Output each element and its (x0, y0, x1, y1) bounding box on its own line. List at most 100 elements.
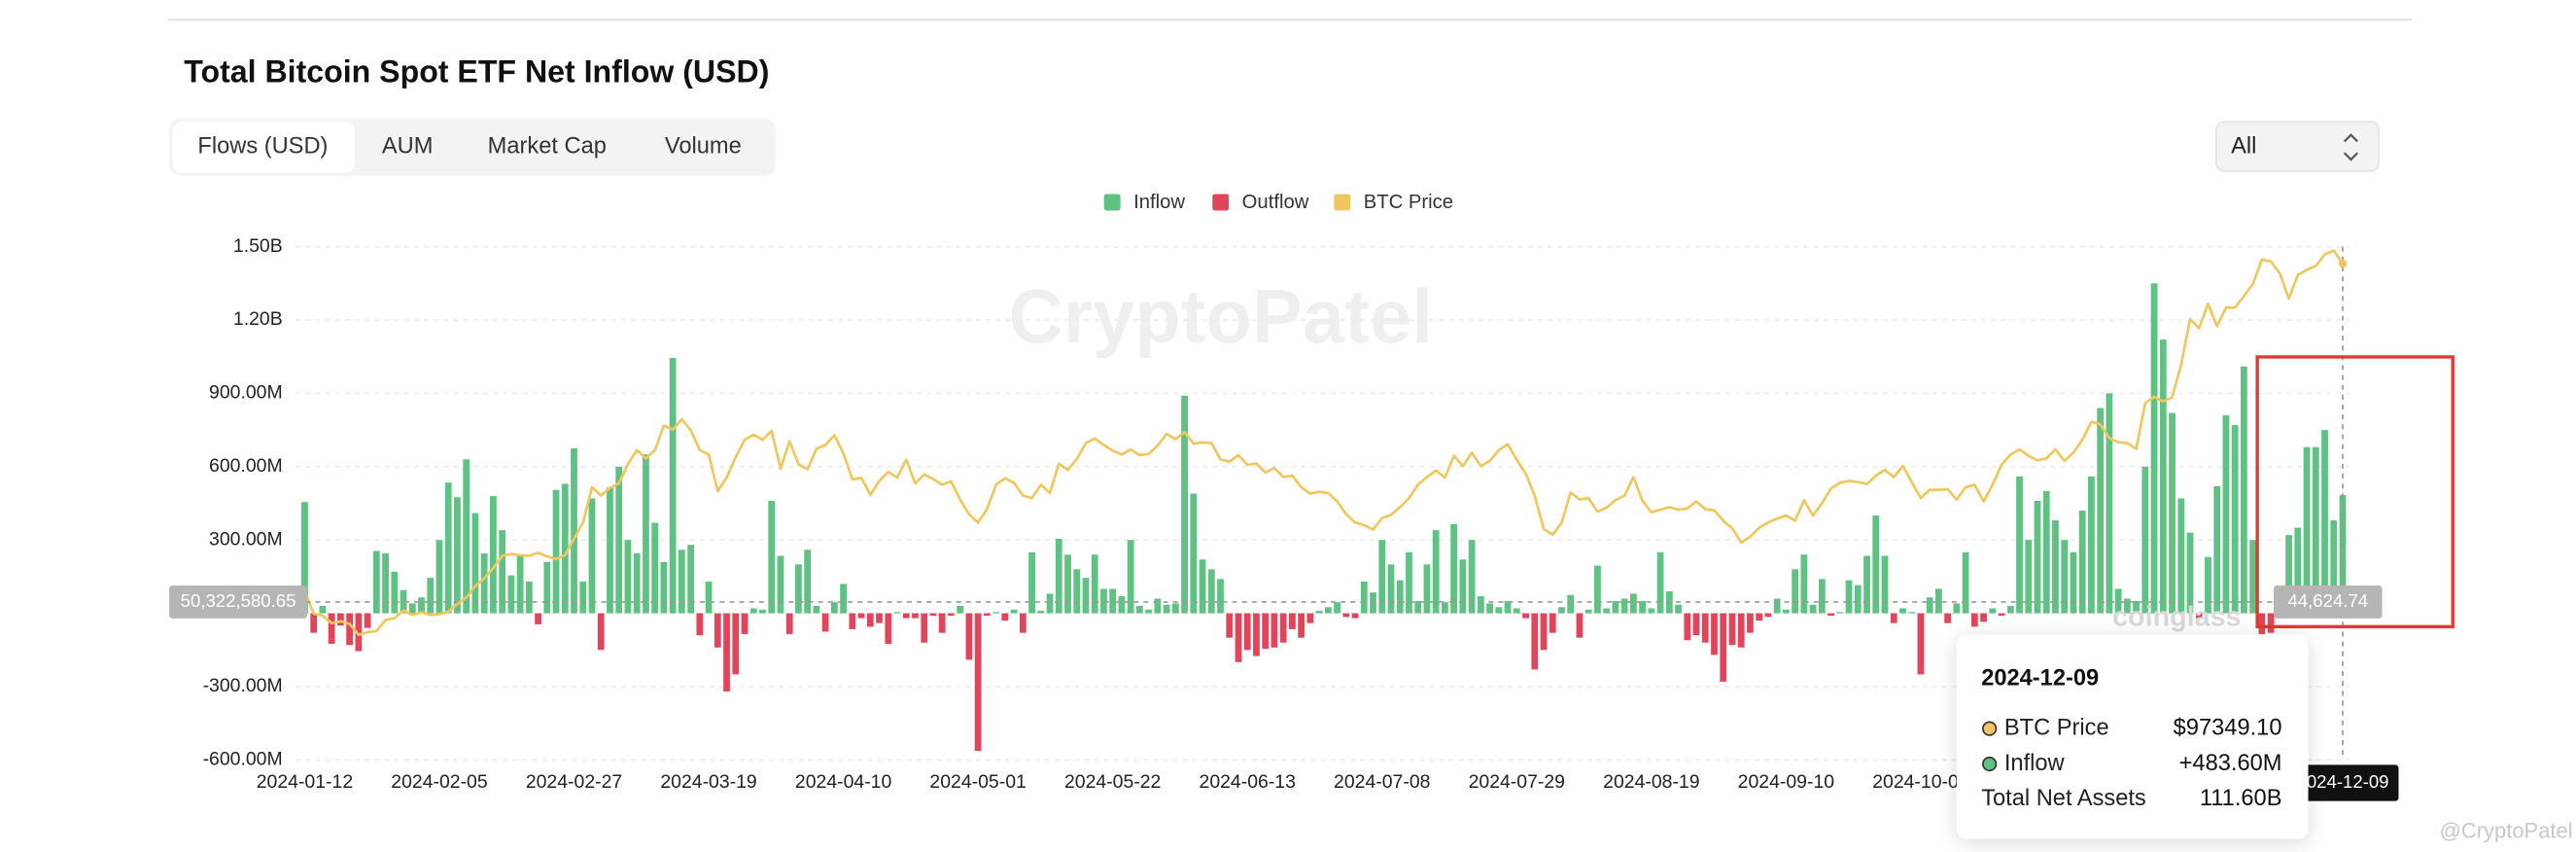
outflow-bar (1944, 613, 1952, 623)
outflow-bar (921, 613, 928, 643)
inflow-bar (1091, 554, 1098, 614)
inflow-bar (1603, 608, 1611, 614)
outflow-bar (337, 613, 344, 626)
inflow-bar (525, 581, 533, 614)
x-tick-label: 2024-07-08 (1334, 771, 1430, 793)
outflow-bar (1747, 613, 1754, 633)
inflow-bar (1818, 579, 1826, 614)
tooltip: 2024-12-09 BTC Price $97349.10 Inflow +483.6… (1956, 634, 2309, 839)
tooltip-label: Inflow (2004, 751, 2066, 776)
outflow-bar (1226, 613, 1234, 638)
inflow-bar (2330, 520, 2338, 614)
inflow-bar (382, 552, 389, 614)
inflow-bar (1109, 588, 1117, 614)
outflow-bar (849, 613, 856, 629)
inflow-bar (678, 550, 685, 614)
range-select[interactable]: All (2215, 121, 2381, 172)
inflow-bar (588, 498, 596, 614)
inflow-bar (1809, 604, 1817, 614)
inflow-bar (1612, 600, 1619, 614)
legend-swatch (1103, 194, 1121, 211)
x-tick-label: 2024-02-27 (526, 771, 622, 793)
inflow-bar (507, 575, 515, 614)
outflow-bar (1001, 613, 1009, 621)
outflow-bar (1019, 613, 1027, 633)
x-tick-label: 2024-02-05 (391, 771, 487, 793)
y-tick-label: 1.50B (233, 235, 283, 257)
outflow-bar (696, 613, 704, 636)
inflow-bar (490, 495, 497, 614)
outflow-bar (597, 613, 605, 651)
legend-label[interactable]: BTC Price (1364, 192, 1453, 213)
legend-label[interactable]: Outflow (1242, 192, 1309, 213)
x-tick-label: 2024-07-29 (1469, 771, 1565, 793)
inflow-bar (301, 502, 308, 614)
outflow-bar (1253, 613, 1260, 657)
select-box[interactable] (2215, 121, 2381, 172)
outflow-bar (857, 613, 865, 619)
inflow-bar (1836, 612, 1844, 614)
inflow-bar (1127, 540, 1134, 614)
outflow-bar (1342, 613, 1350, 618)
inflow-bar (1648, 608, 1655, 614)
x-tick-label: 2024-01-12 (257, 771, 353, 793)
inflow-bar (1468, 540, 1476, 614)
tab[interactable]: Flows (USD) (197, 134, 328, 160)
inflow-bar (813, 606, 820, 614)
inflow-bar (651, 522, 659, 614)
outflow-bar (1271, 613, 1278, 648)
inflow-bar (1629, 593, 1637, 614)
inflow-bar (1118, 595, 1126, 614)
inflow-bar (1881, 555, 1889, 614)
select-value[interactable]: All (2231, 134, 2256, 160)
tooltip-bg (1956, 634, 2309, 839)
inflow-bar (1459, 559, 1467, 614)
outflow-bar (1970, 613, 1978, 627)
inflow-bar (1450, 523, 1458, 614)
x-tick-label: 2024-05-22 (1064, 771, 1161, 793)
inflow-bar (1773, 598, 1781, 614)
inflow-bar (400, 589, 407, 614)
inflow-bar (1854, 585, 1862, 614)
inflow-bar (2078, 511, 2086, 614)
inflow-bar (669, 357, 677, 614)
outflow-bar (1692, 613, 1700, 636)
inflow-bar (2006, 606, 2014, 614)
inflow-bar (1010, 609, 1018, 614)
outflow-bar (328, 613, 335, 644)
legend-label[interactable]: Inflow (1133, 192, 1185, 213)
inflow-bar (408, 603, 416, 614)
inflow-bar (1360, 581, 1368, 614)
tab[interactable]: Market Cap (488, 134, 607, 160)
inflow-bar (1055, 538, 1062, 614)
outflow-bar (535, 613, 541, 624)
tab[interactable]: Volume (665, 134, 742, 160)
outflow-bar (1828, 613, 1834, 617)
inflow-bar (418, 597, 425, 614)
price-line (295, 249, 2345, 637)
inflow-bar (444, 482, 452, 614)
outflow-bar (1684, 613, 1691, 641)
inflow-bar (759, 609, 766, 614)
inflow-bar (2097, 408, 2105, 614)
watermark: coinglass (2112, 601, 2241, 632)
crosshair-y-box (169, 586, 308, 619)
inflow-bar (427, 578, 435, 614)
inflow-bar (1800, 554, 1808, 614)
inflow-bar (1495, 607, 1503, 614)
highlight-box (2255, 355, 2454, 629)
tab[interactable]: AUM (382, 134, 434, 160)
inflow-bar (643, 454, 649, 614)
outflow-bar (741, 613, 748, 634)
outflow-bar (1728, 613, 1736, 646)
outflow-bar (1531, 613, 1539, 670)
tooltip-value: 111.60B (2200, 786, 2282, 811)
inflow-bar (1154, 598, 1162, 614)
inflow-bar (1935, 588, 1942, 614)
inflow-bar (660, 561, 668, 614)
x-tick-label: 2024-05-01 (929, 771, 1026, 793)
outflow-bar (1522, 613, 1529, 619)
outflow-bar (723, 613, 730, 692)
outflow-bar (732, 613, 740, 675)
inflow-bar (1082, 578, 1090, 614)
